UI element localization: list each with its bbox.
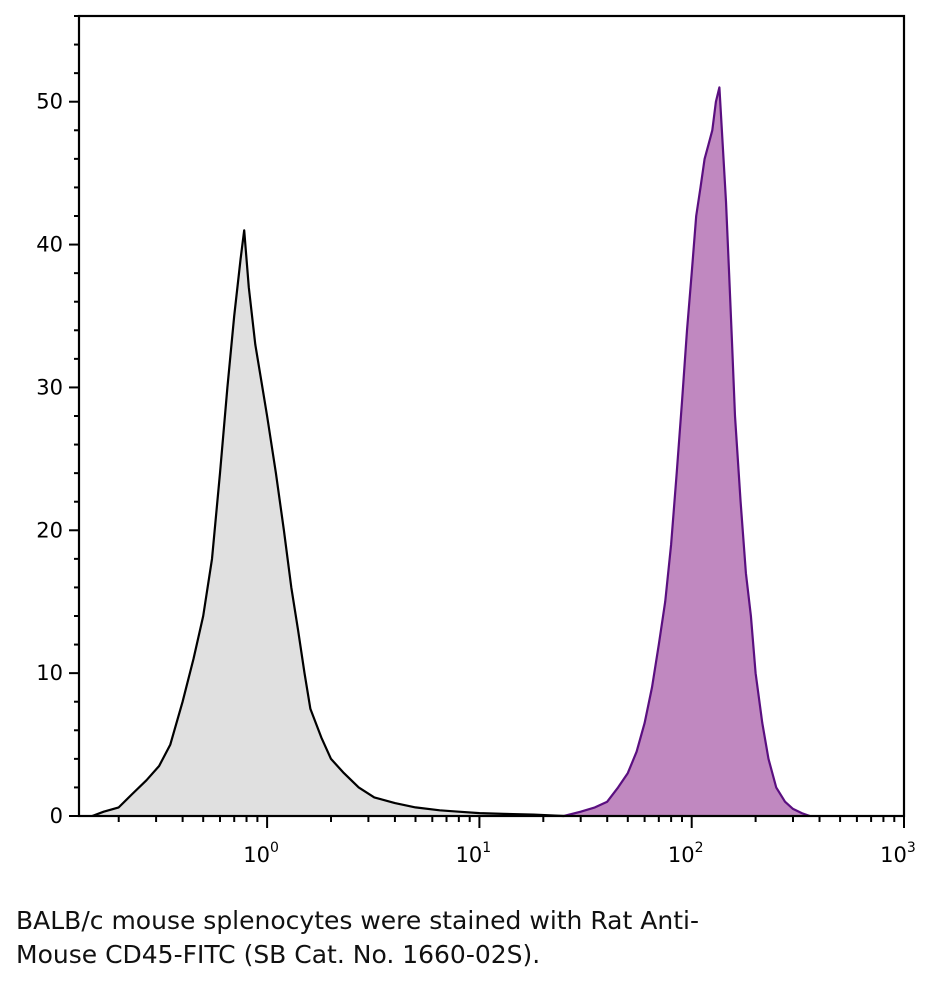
x-tick-label: 102	[668, 840, 704, 867]
figure-caption: BALB/c mouse splenocytes were stained wi…	[16, 904, 916, 972]
x-tick-label: 100	[243, 840, 279, 867]
axes: 0 10 20 30 40 50 100 101 102 103	[36, 14, 916, 867]
y-tick-label: 40	[36, 233, 63, 257]
histogram-outline-2	[563, 86, 811, 818]
x-tick-label: 103	[880, 840, 916, 867]
plot-area	[91, 86, 811, 818]
caption-line-2: Mouse CD45-FITC (SB Cat. No. 1660-02S).	[16, 940, 541, 969]
histogram-outline-1	[91, 229, 564, 818]
histogram-chart: 0 10 20 30 40 50 100 101 102 103	[36, 14, 916, 867]
y-tick-label: 50	[36, 90, 63, 114]
histogram-area-2	[563, 87, 810, 816]
y-tick-label: 30	[36, 375, 63, 399]
y-tick-label: 20	[36, 518, 63, 542]
x-tick-label: 101	[456, 840, 492, 867]
y-tick-label: 10	[36, 661, 63, 685]
caption-line-1: BALB/c mouse splenocytes were stained wi…	[16, 906, 699, 935]
y-tick-label: 0	[50, 804, 63, 828]
histogram-area-1	[92, 230, 564, 817]
